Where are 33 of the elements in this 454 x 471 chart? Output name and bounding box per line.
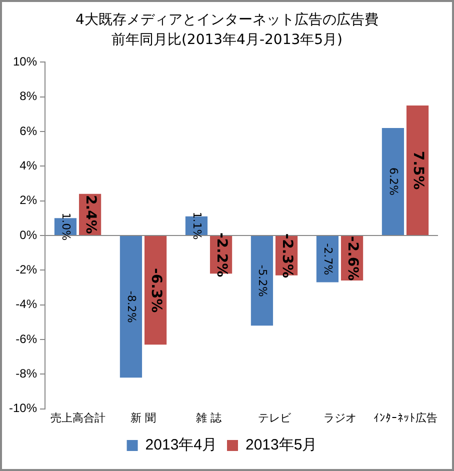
legend-label: 2013年5月 [246, 436, 318, 454]
x-tick-label: ラジオ [323, 412, 356, 424]
text: 前年同月比(2013年4月-2013年5月) [111, 32, 343, 48]
data-label: -8.2% [125, 290, 138, 323]
y-tick-label: 4% [20, 158, 38, 172]
x-tick-label: 売上高合計 [50, 411, 106, 424]
data-label: 2.4% [82, 195, 98, 234]
data-label: -2.6% [344, 236, 360, 281]
x-tick-label: ｲﾝﾀｰﾈｯﾄ広告 [373, 411, 438, 424]
data-label: -2.3% [278, 233, 295, 278]
legend-label: 2013年4月 [145, 436, 218, 454]
data-label: 1.0% [60, 212, 73, 241]
text: 4大既存メディアとインターネット広告の広告費 [76, 12, 378, 28]
data-label: 6.2% [387, 168, 400, 196]
data-label: -6.3% [148, 268, 164, 313]
data-label: -2.2% [213, 232, 230, 278]
data-label: 1.1% [190, 212, 204, 240]
y-tick-label: -6% [16, 332, 38, 346]
y-tick-label: 0% [20, 228, 38, 242]
y-tick-label: 2% [20, 193, 38, 208]
y-tick-label: -10% [9, 401, 38, 416]
y-tick-label: 8% [20, 89, 38, 104]
data-label: 7.5% [410, 150, 426, 190]
y-tick-label: 6% [20, 124, 38, 138]
data-label: -2.7% [322, 243, 335, 276]
y-tick-label: -4% [16, 297, 38, 312]
y-tick-label: -8% [16, 366, 38, 380]
x-tick-label: 雑 誌 [196, 411, 222, 424]
data-label: -5.2% [256, 264, 270, 297]
x-tick-label: テレビ [258, 412, 292, 424]
y-tick-label: 10% [12, 54, 38, 69]
y-tick-label: -2% [16, 262, 38, 276]
x-tick-label: 新 聞 [130, 411, 156, 424]
